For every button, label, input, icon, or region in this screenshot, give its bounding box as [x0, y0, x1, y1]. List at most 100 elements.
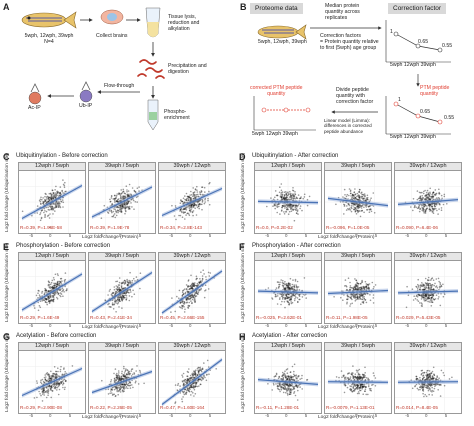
data-point — [133, 208, 135, 210]
data-point — [360, 383, 363, 386]
x-tick-label: 5 — [444, 233, 448, 238]
data-point — [352, 375, 355, 378]
data-point — [124, 207, 126, 210]
data-point — [360, 295, 362, 297]
data-point — [186, 301, 188, 303]
data-point — [288, 375, 290, 378]
data-point — [118, 298, 121, 301]
data-point — [114, 300, 116, 302]
data-point — [55, 206, 58, 208]
data-point — [110, 209, 113, 212]
data-point — [131, 384, 133, 386]
data-point — [287, 385, 290, 387]
data-point — [190, 376, 192, 379]
data-point — [53, 294, 56, 296]
data-point — [355, 283, 357, 286]
data-point — [430, 385, 432, 387]
data-point — [448, 378, 451, 380]
x-tick-label: -5 — [169, 323, 174, 328]
data-point — [276, 385, 279, 388]
data-point — [419, 288, 421, 291]
data-point — [51, 207, 53, 209]
data-point — [116, 298, 119, 301]
data-point — [282, 286, 285, 288]
data-point — [427, 196, 430, 198]
data-point — [434, 203, 437, 205]
data-point — [179, 210, 181, 212]
data-point — [343, 204, 346, 206]
data-point — [433, 194, 436, 196]
data-point — [199, 280, 202, 283]
data-point — [121, 206, 124, 208]
data-point — [127, 206, 129, 208]
data-point — [49, 283, 52, 286]
data-point — [63, 388, 66, 391]
data-point — [63, 378, 66, 381]
data-point — [185, 391, 188, 394]
data-point — [285, 203, 288, 206]
data-point — [435, 278, 438, 280]
data-point — [188, 390, 191, 393]
data-point — [120, 286, 123, 288]
data-point — [200, 379, 203, 382]
data-point — [364, 195, 366, 198]
data-point — [297, 386, 299, 388]
data-point — [423, 288, 426, 291]
correlation-stat: R=0.014, P=8.4E-05 — [396, 405, 438, 410]
data-point — [189, 197, 192, 200]
data-point — [275, 375, 277, 377]
data-point — [439, 383, 442, 386]
data-point — [43, 387, 46, 390]
data-point — [113, 372, 115, 375]
data-point — [350, 385, 352, 388]
data-point — [282, 279, 284, 282]
data-point — [346, 298, 349, 301]
data-point — [126, 291, 128, 293]
data-point — [431, 386, 433, 389]
data-point — [190, 297, 192, 299]
data-point — [187, 297, 189, 300]
data-point — [289, 287, 291, 290]
data-point — [188, 196, 190, 198]
data-point — [359, 197, 361, 199]
data-point — [60, 382, 62, 385]
data-point — [286, 285, 288, 287]
data-point — [112, 308, 115, 310]
data-point — [125, 387, 127, 389]
ac-ip-icon — [28, 83, 42, 105]
data-point — [357, 206, 360, 208]
data-point — [427, 285, 430, 287]
data-point — [361, 205, 364, 207]
data-point — [280, 196, 283, 198]
data-point — [354, 293, 357, 296]
data-point — [294, 374, 296, 377]
data-point — [42, 380, 45, 383]
data-point — [280, 191, 283, 194]
data-point — [47, 297, 50, 299]
data-point — [201, 277, 204, 280]
data-point — [366, 209, 369, 211]
data-point — [296, 385, 298, 387]
data-point — [431, 378, 434, 380]
data-point — [45, 289, 48, 292]
data-point — [60, 380, 63, 383]
data-point — [433, 387, 436, 390]
data-point — [430, 372, 432, 375]
data-point — [417, 300, 420, 302]
data-point — [436, 209, 438, 212]
data-point — [117, 288, 120, 291]
data-point — [290, 207, 293, 209]
data-point — [350, 195, 352, 197]
data-point — [62, 295, 64, 297]
x-tick-label: 5 — [374, 323, 378, 328]
data-point — [432, 208, 435, 211]
data-point — [287, 375, 289, 377]
data-point — [197, 380, 199, 383]
data-point — [194, 207, 196, 210]
data-point — [411, 387, 414, 390]
data-point — [286, 389, 289, 392]
data-point — [47, 388, 50, 391]
data-point — [438, 296, 440, 298]
data-point — [350, 287, 352, 289]
data-point — [122, 295, 125, 298]
